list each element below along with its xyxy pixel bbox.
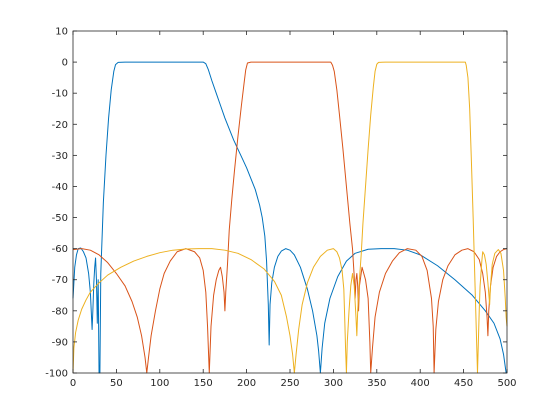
series-line-2 [72, 61, 508, 374]
x-tick-label: 400 [411, 378, 430, 389]
y-tick-label: -60 [52, 244, 68, 255]
y-tick-label: -100 [45, 369, 68, 380]
x-tick-label: 100 [150, 378, 169, 389]
y-tick-label: -40 [52, 182, 68, 193]
x-tick-label: 300 [324, 378, 343, 389]
y-tick-label: -50 [52, 213, 68, 224]
x-tick-label: 150 [194, 378, 213, 389]
x-tick-label: 0 [70, 378, 76, 389]
x-tick-label: 350 [367, 378, 386, 389]
y-tick-label: -70 [52, 275, 68, 286]
y-tick-label: -80 [52, 306, 68, 317]
x-tick-label: 50 [110, 378, 123, 389]
x-tick-label: 450 [454, 378, 473, 389]
series-layer [72, 61, 508, 374]
x-tick-label: 500 [497, 378, 516, 389]
x-tick-label: 200 [237, 378, 256, 389]
y-tick-label: -90 [52, 337, 68, 348]
tick-layer: 0 50 100 150 200 250 300 350 400 450 500-100-90-80… [45, 27, 516, 390]
plot-background [73, 31, 507, 373]
series-line-1 [72, 61, 507, 374]
series-line-3 [72, 61, 508, 374]
y-tick-label: -10 [52, 89, 68, 100]
y-tick-label: -20 [52, 120, 68, 131]
y-tick-label: -30 [52, 151, 68, 162]
y-tick-label: 10 [55, 27, 68, 38]
y-tick-label: 0 [62, 58, 68, 69]
x-tick-label: 250 [280, 378, 299, 389]
